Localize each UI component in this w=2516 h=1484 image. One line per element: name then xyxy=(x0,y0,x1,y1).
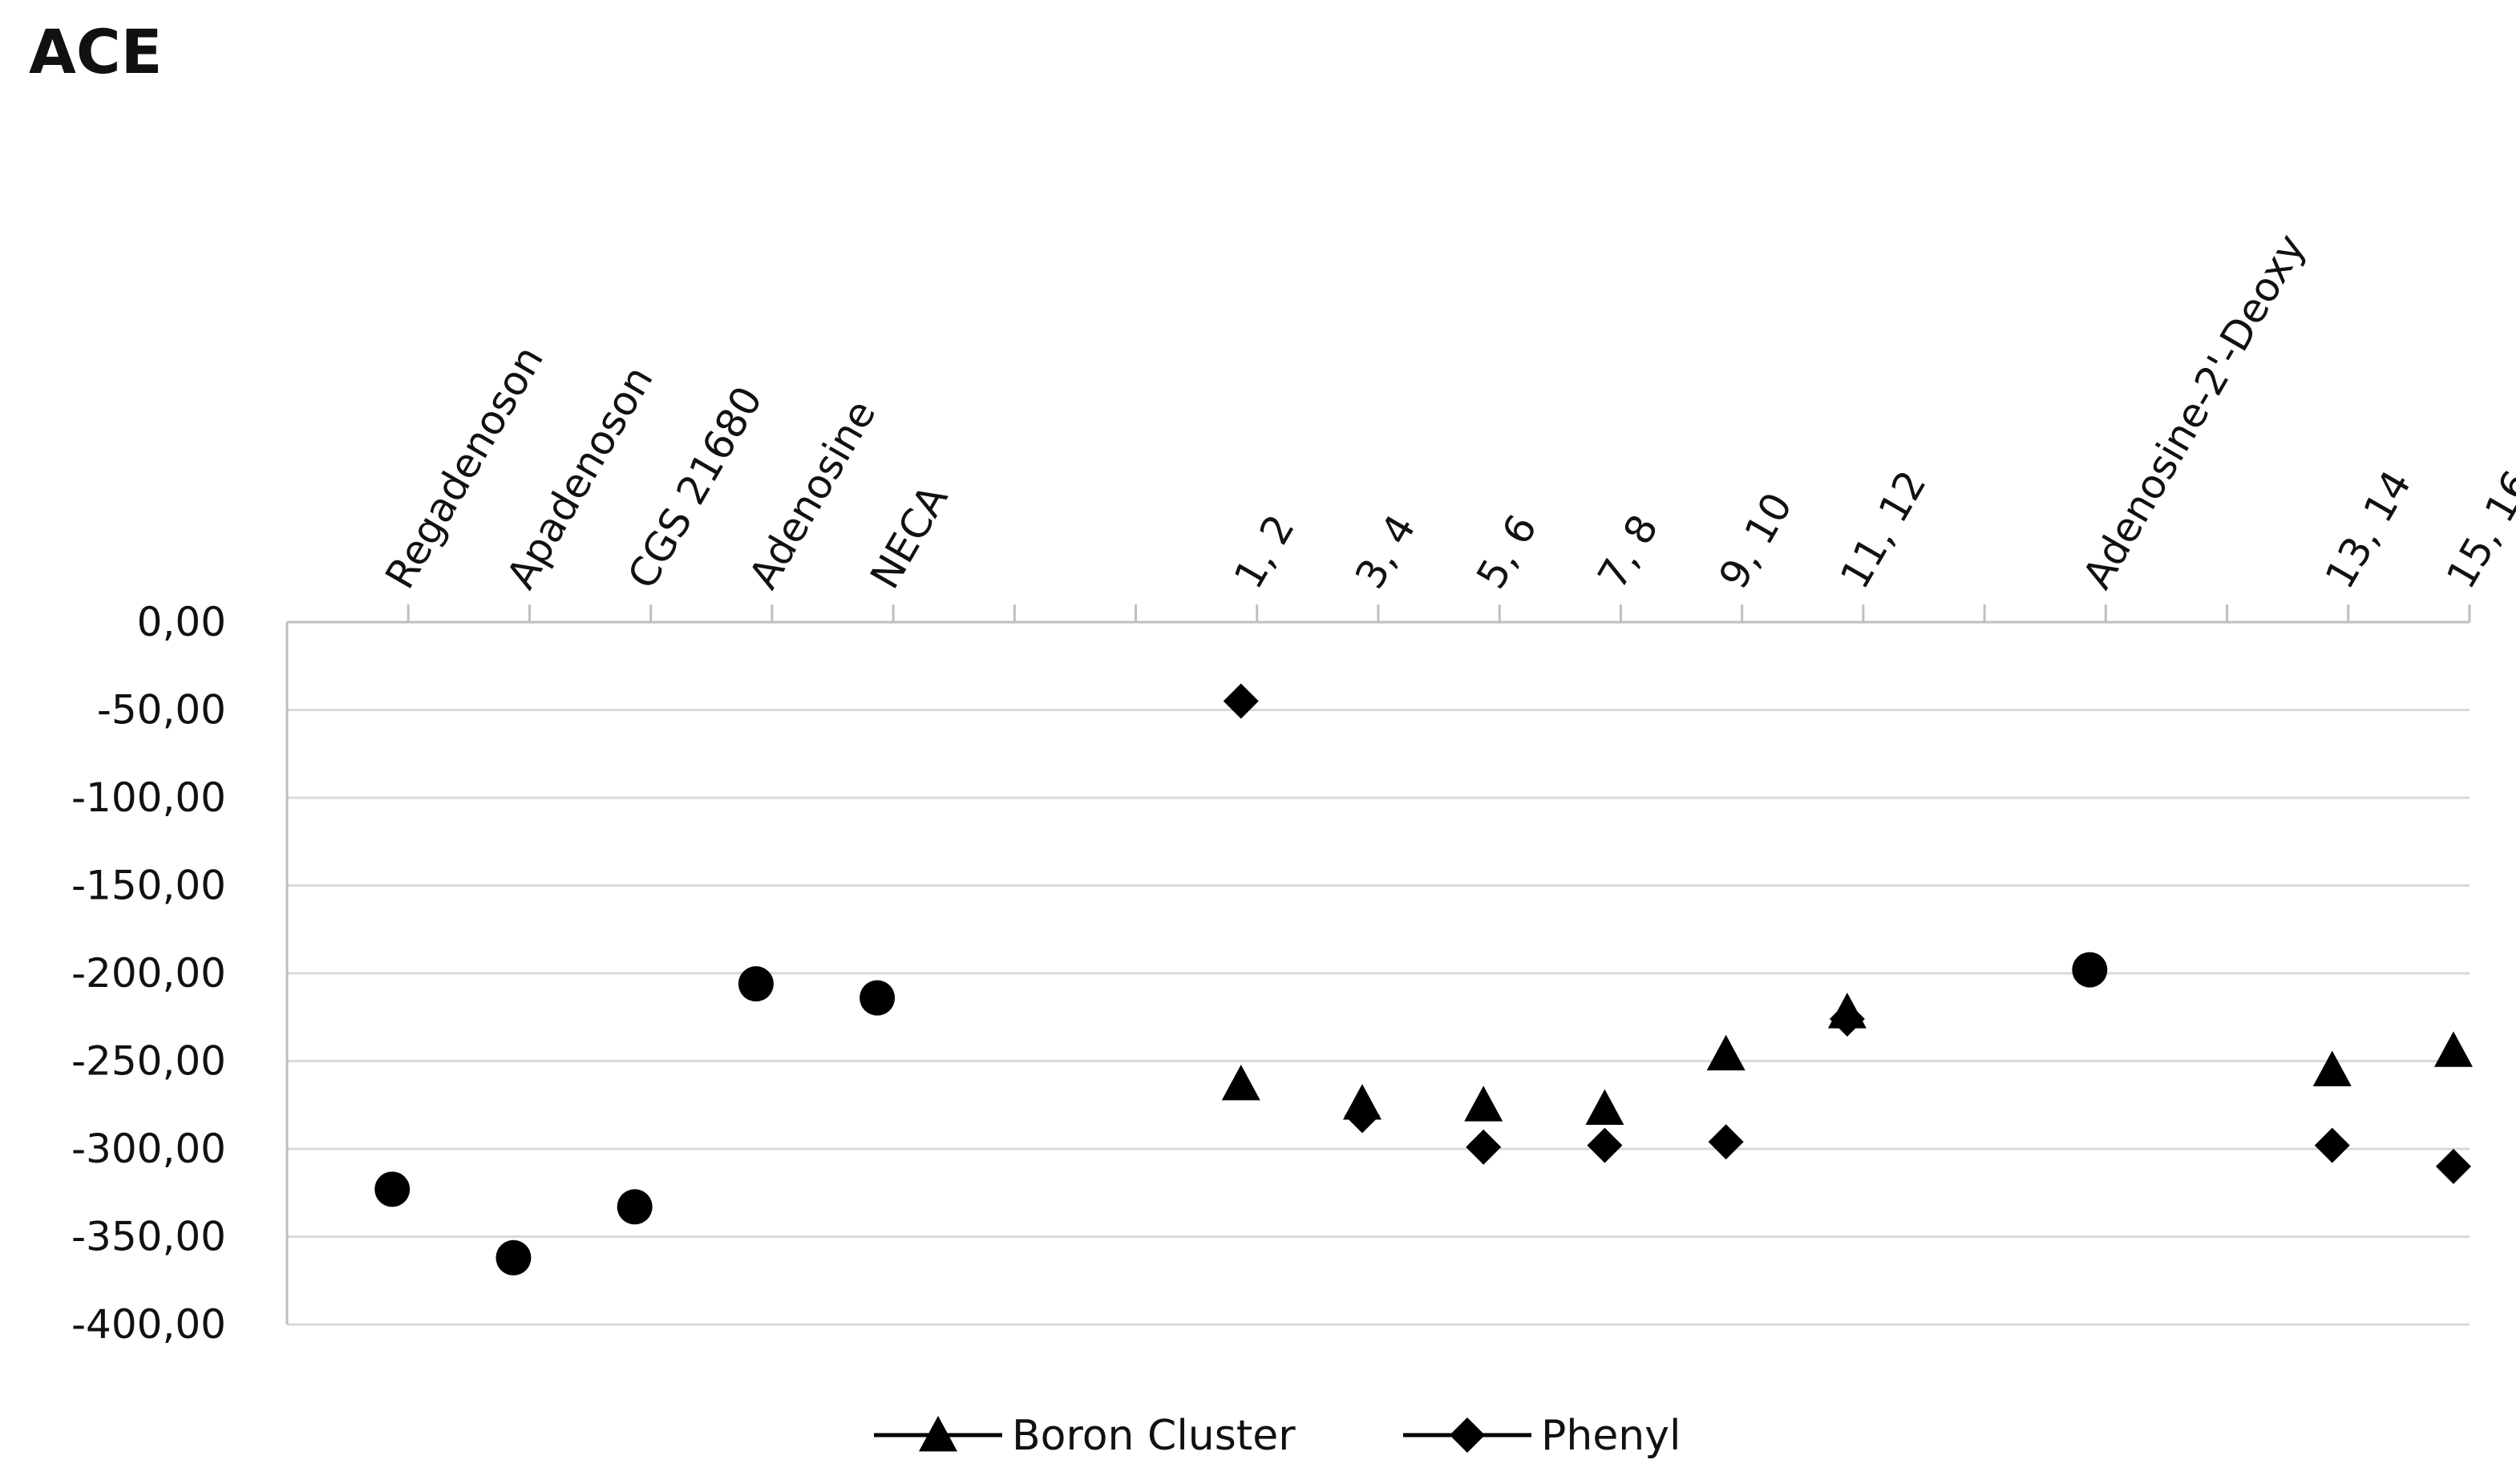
diamond-data-point xyxy=(1587,1127,1623,1163)
triangle-data-point xyxy=(1464,1086,1503,1122)
x-tick-label: 9, 10 xyxy=(1710,485,1802,596)
diamond-data-point xyxy=(1829,1001,1865,1037)
y-tick-label: -250,00 xyxy=(71,1038,226,1085)
x-tick-label: 15, 16 xyxy=(2437,463,2516,596)
diamond-data-point xyxy=(2436,1148,2471,1184)
circle-data-point xyxy=(738,966,774,1002)
x-tick-label: 5, 6 xyxy=(1467,507,1546,596)
x-tick-label: Adenosine-2'-Deoxy xyxy=(2073,226,2314,596)
x-tick-label: 3, 4 xyxy=(1346,507,1425,596)
x-tick-label: 13, 14 xyxy=(2316,463,2421,596)
y-tick-label: -350,00 xyxy=(71,1214,226,1260)
legend-label: Boron Cluster xyxy=(1012,1412,1296,1460)
x-tick-label: 1, 2 xyxy=(1225,507,1304,596)
diamond-data-point xyxy=(1466,1129,1502,1165)
circle-data-point xyxy=(496,1239,532,1276)
legend-diamond-icon xyxy=(1450,1417,1485,1453)
y-tick-label: -50,00 xyxy=(97,687,226,734)
chart-title: ACE xyxy=(29,16,163,87)
y-tick-label: -400,00 xyxy=(71,1301,226,1348)
diamond-data-point xyxy=(1708,1124,1744,1160)
triangle-data-point xyxy=(2312,1050,2352,1086)
legend-triangle-icon xyxy=(919,1416,957,1452)
y-tick-label: -150,00 xyxy=(71,863,226,909)
triangle-data-point xyxy=(1706,1034,1745,1071)
y-tick-label: 0,00 xyxy=(137,599,226,645)
circle-data-point xyxy=(2072,952,2108,988)
diamond-data-point xyxy=(1223,683,1259,719)
x-tick-label: 11, 12 xyxy=(1831,463,1936,596)
x-tick-label: 7, 8 xyxy=(1589,507,1668,596)
diamond-data-point xyxy=(1345,1098,1380,1134)
y-tick-label: -300,00 xyxy=(71,1126,226,1172)
y-tick-label: -200,00 xyxy=(71,950,226,997)
triangle-data-point xyxy=(2434,1031,2473,1067)
circle-data-point xyxy=(617,1189,653,1225)
circle-data-point xyxy=(860,980,896,1016)
legend-label: Phenyl xyxy=(1541,1412,1681,1460)
x-tick-label: Adenosine xyxy=(740,392,884,596)
y-tick-label: -100,00 xyxy=(71,774,226,821)
triangle-data-point xyxy=(1585,1089,1624,1126)
x-tick-label: NECA xyxy=(861,477,957,596)
triangle-data-point xyxy=(1221,1064,1260,1101)
diamond-data-point xyxy=(2314,1127,2350,1163)
circle-data-point xyxy=(374,1171,411,1207)
